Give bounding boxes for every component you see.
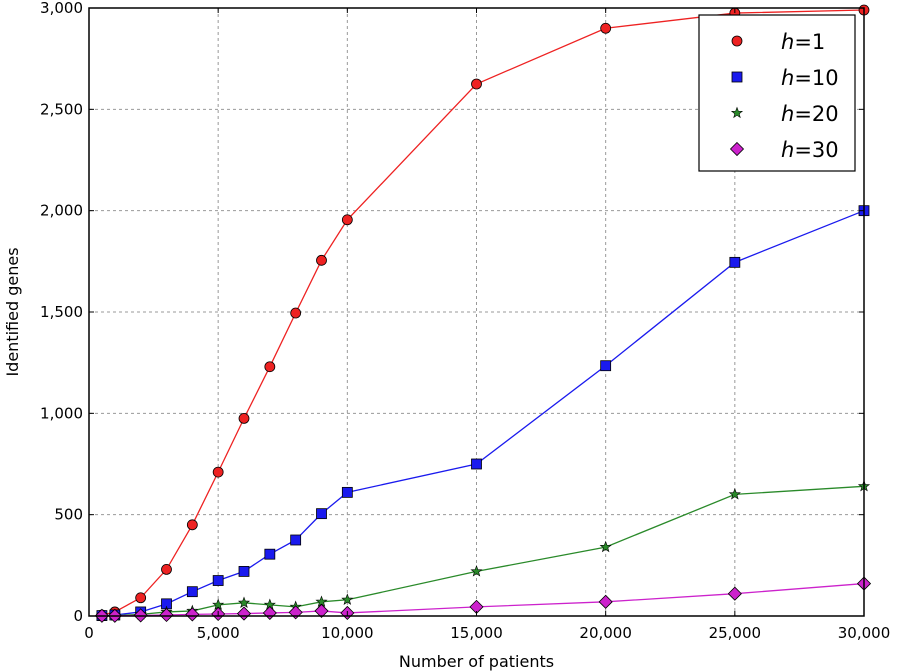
- y-tick-label: 2,000: [40, 202, 83, 220]
- x-tick-label: 0: [84, 624, 94, 642]
- data-point: [471, 78, 482, 90]
- legend-label: h=1: [781, 30, 825, 54]
- data-point: [290, 307, 302, 319]
- axis-ticks: 0 5,000 10,000 15,000 20,000 25,000 30,000 0 500…: [40, 0, 890, 642]
- series-1: [96, 205, 870, 621]
- legend-label-italic: h: [781, 66, 794, 90]
- data-point: [341, 593, 354, 605]
- data-point: [600, 360, 612, 372]
- legend-entry: h=10: [731, 66, 839, 90]
- data-point: [316, 508, 327, 520]
- data-point: [341, 486, 353, 498]
- data-point: [237, 596, 251, 608]
- data-point: [161, 563, 172, 575]
- data-point: [238, 412, 250, 424]
- data-point: [729, 256, 741, 268]
- data-point: [471, 458, 482, 470]
- data-point: [262, 605, 277, 621]
- data-point: [470, 565, 483, 577]
- legend-entry: h=1: [731, 30, 825, 54]
- legend-marker: [730, 106, 744, 119]
- data-point: [341, 214, 353, 226]
- legend-label-rest: =20: [794, 102, 838, 126]
- legend-label: h=30: [781, 138, 839, 162]
- data-point: [212, 466, 224, 478]
- legend-label-rest: =10: [794, 66, 838, 90]
- data-point: [238, 566, 250, 577]
- data-point: [264, 361, 276, 373]
- data-point: [186, 586, 198, 598]
- series-line: [101, 485, 865, 617]
- legend-label-rest: =1: [794, 30, 825, 54]
- x-tick-label: 25,000: [709, 624, 762, 642]
- legend-label-rest: =30: [794, 138, 838, 162]
- legend-label-italic: h: [781, 102, 794, 126]
- legend-box: [698, 14, 856, 172]
- y-tick-label: 0: [73, 607, 83, 625]
- data-point: [185, 607, 200, 622]
- legend-marker: [731, 35, 743, 47]
- data-point: [316, 254, 327, 266]
- y-tick-label: 1,000: [40, 404, 83, 422]
- x-tick-label: 10,000: [321, 624, 374, 642]
- data-point: [599, 540, 612, 553]
- data-point: [212, 575, 224, 586]
- data-point: [264, 548, 276, 560]
- data-point: [236, 606, 252, 621]
- legend-entry: h=20: [730, 102, 839, 126]
- x-tick-label: 5,000: [197, 624, 240, 642]
- y-tick-label: 3,000: [40, 0, 83, 17]
- legend-label: h=10: [781, 66, 839, 90]
- data-point: [135, 592, 147, 604]
- data-point: [598, 594, 613, 609]
- legend-label-italic: h: [781, 30, 794, 54]
- x-axis-label: Number of patients: [399, 652, 554, 671]
- data-point: [600, 22, 612, 34]
- data-point: [728, 488, 741, 500]
- y-tick-label: 1,500: [40, 303, 83, 321]
- legend-entry: h=30: [729, 138, 839, 162]
- y-tick-label: 500: [54, 506, 83, 524]
- series-2: [95, 479, 871, 621]
- legend: h=1h=10h=20h=30: [698, 14, 856, 172]
- legend-marker: [731, 71, 743, 83]
- legend-label: h=20: [781, 102, 839, 126]
- legend-marker: [729, 141, 745, 157]
- y-axis-label: Identified genes: [3, 247, 22, 376]
- grid-lines: [89, 8, 864, 616]
- x-tick-label: 15,000: [450, 624, 503, 642]
- data-point: [186, 519, 198, 531]
- data-point: [314, 603, 329, 618]
- legend-label-italic: h: [781, 138, 794, 162]
- y-tick-label: 2,500: [40, 100, 83, 118]
- data-point: [727, 586, 742, 601]
- x-tick-label: 30,000: [838, 624, 891, 642]
- data-point: [290, 534, 302, 546]
- x-tick-label: 20,000: [579, 624, 632, 642]
- data-point: [288, 605, 303, 620]
- data-point: [159, 607, 174, 623]
